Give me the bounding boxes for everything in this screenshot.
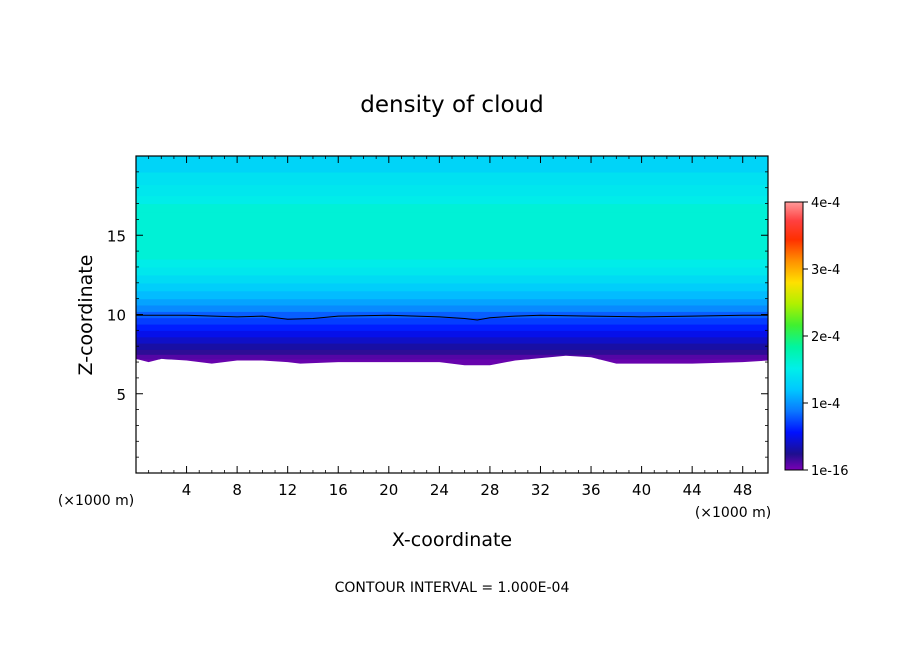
- colorbar-axis: 1e-16 1e-4 2e-4 3e-4 4e-4: [803, 196, 849, 479]
- x-unit-note-right: (×1000 m): [695, 505, 771, 521]
- x-axis: 4 8 12 16 20 24 28 32 36 40 44 48: [148, 156, 756, 499]
- contour-line-layer: [136, 314, 768, 321]
- x-tick-label: 24: [430, 481, 449, 499]
- density-band: [136, 274, 768, 284]
- density-band: [136, 330, 768, 338]
- x-tick-label: 16: [329, 481, 348, 499]
- density-band: [136, 298, 768, 306]
- density-band: [136, 290, 768, 300]
- density-band: [136, 317, 768, 325]
- x-axis-label: X-coordinate: [392, 529, 512, 551]
- density-band: [136, 349, 768, 355]
- x-tick-label: 48: [733, 481, 752, 499]
- y-axis: 5 10 15: [107, 171, 768, 458]
- x-tick-label: 32: [531, 481, 550, 499]
- density-band: [136, 336, 768, 344]
- colorbar-tick-label: 3e-4: [811, 263, 840, 278]
- x-tick-label: 40: [632, 481, 651, 499]
- x-tick-label: 8: [232, 481, 242, 499]
- x-tick-label: 44: [683, 481, 702, 499]
- density-band: [136, 195, 768, 205]
- density-band: [136, 203, 768, 213]
- y-tick-label: 15: [107, 227, 126, 245]
- x-unit-note-left: (×1000 m): [58, 493, 134, 509]
- density-band: [136, 156, 768, 173]
- density-band: [136, 305, 768, 312]
- y-tick-label: 5: [116, 386, 126, 404]
- colorbar-tick-label: 1e-4: [811, 397, 840, 412]
- density-band: [136, 343, 768, 350]
- chart-title: density of cloud: [360, 92, 543, 118]
- density-band: [136, 358, 768, 366]
- density-band: [136, 354, 768, 360]
- density-band: [136, 259, 768, 268]
- x-tick-label: 4: [182, 481, 192, 499]
- colorbar-tick-label: 1e-16: [811, 464, 849, 479]
- x-tick-label: 28: [480, 481, 499, 499]
- y-axis-label: Z-coordinate: [75, 255, 97, 376]
- density-band: [136, 171, 768, 186]
- contour-line-1e-4: [136, 314, 768, 321]
- density-field: [136, 156, 768, 366]
- colorbar: [784, 201, 804, 471]
- density-band: [136, 211, 768, 260]
- density-band: [136, 311, 768, 319]
- colorbar-tick-label: 4e-4: [811, 196, 840, 211]
- x-tick-label: 12: [278, 481, 297, 499]
- density-band: [136, 282, 768, 292]
- x-tick-label: 36: [581, 481, 600, 499]
- contour-interval-note: CONTOUR INTERVAL = 1.000E-04: [335, 580, 570, 596]
- density-band: [136, 184, 768, 197]
- colorbar-tick-label: 2e-4: [811, 330, 840, 345]
- x-tick-label: 20: [379, 481, 398, 499]
- y-tick-label: 10: [107, 307, 126, 325]
- density-band: [136, 324, 768, 331]
- density-band: [136, 266, 768, 276]
